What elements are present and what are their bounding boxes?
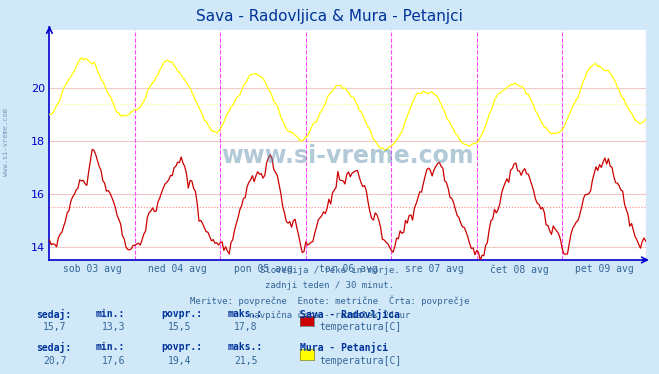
- Text: min.:: min.:: [96, 342, 125, 352]
- Text: 19,4: 19,4: [168, 356, 192, 366]
- Text: maks.:: maks.:: [227, 309, 262, 319]
- Text: navpična črta - razdelek 24 ur: navpična črta - razdelek 24 ur: [249, 310, 410, 320]
- Text: 15,7: 15,7: [43, 322, 67, 332]
- Text: temperatura[C]: temperatura[C]: [320, 356, 402, 366]
- Text: Sava - Radovljica: Sava - Radovljica: [300, 309, 400, 319]
- Text: Meritve: povprečne  Enote: metrične  Črta: povprečje: Meritve: povprečne Enote: metrične Črta:…: [190, 295, 469, 306]
- Text: maks.:: maks.:: [227, 342, 262, 352]
- Text: 20,7: 20,7: [43, 356, 67, 366]
- Text: povpr.:: povpr.:: [161, 342, 202, 352]
- Text: sedaj:: sedaj:: [36, 342, 71, 353]
- Text: 21,5: 21,5: [234, 356, 258, 366]
- Text: 13,3: 13,3: [102, 322, 126, 332]
- Text: Sava - Radovljica & Mura - Petanjci: Sava - Radovljica & Mura - Petanjci: [196, 9, 463, 24]
- Text: Mura - Petanjci: Mura - Petanjci: [300, 342, 388, 353]
- Text: www.si-vreme.com: www.si-vreme.com: [221, 144, 474, 168]
- Text: 17,6: 17,6: [102, 356, 126, 366]
- Text: Slovenija / reke in morje.: Slovenija / reke in morje.: [260, 266, 399, 275]
- Text: zadnji teden / 30 minut.: zadnji teden / 30 minut.: [265, 280, 394, 289]
- Text: povpr.:: povpr.:: [161, 309, 202, 319]
- Text: 17,8: 17,8: [234, 322, 258, 332]
- Text: min.:: min.:: [96, 309, 125, 319]
- Text: www.si-vreme.com: www.si-vreme.com: [3, 108, 9, 176]
- Text: 15,5: 15,5: [168, 322, 192, 332]
- Text: sedaj:: sedaj:: [36, 309, 71, 319]
- Text: temperatura[C]: temperatura[C]: [320, 322, 402, 332]
